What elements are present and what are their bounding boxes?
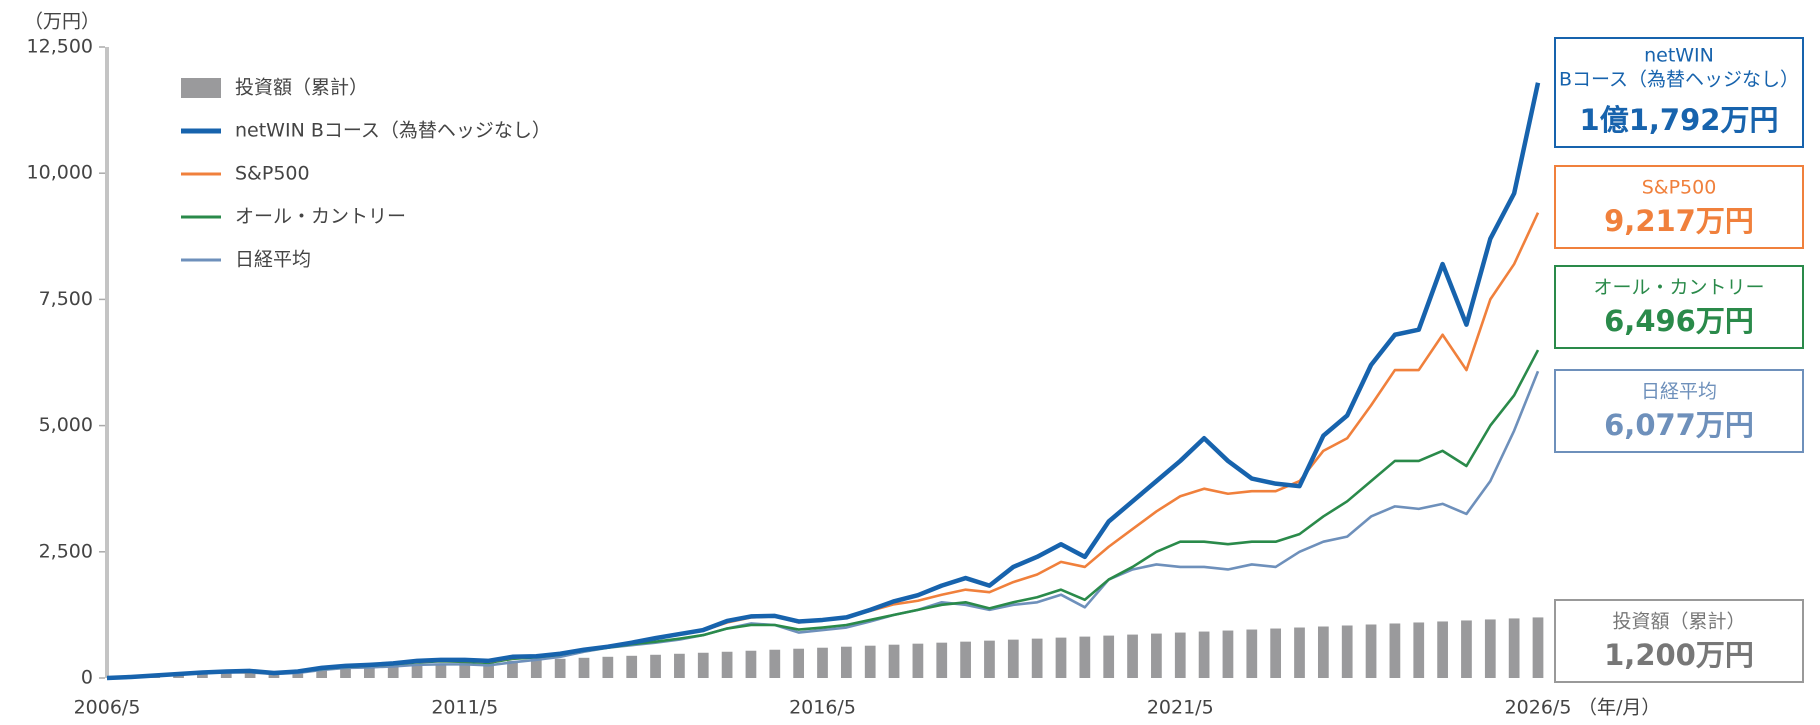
bar xyxy=(1508,618,1520,678)
y-tick-label: 0 xyxy=(81,667,93,689)
bar xyxy=(507,660,518,678)
end-box-value: 9,217万円 xyxy=(1604,204,1754,238)
bar xyxy=(721,651,733,678)
end-box xyxy=(1554,265,1804,349)
bar xyxy=(864,645,876,678)
legend-label: オール・カントリー xyxy=(235,206,406,228)
bar xyxy=(936,642,948,678)
bar xyxy=(1174,632,1186,678)
y-unit: （万円） xyxy=(24,11,100,33)
x-unit: （年/月） xyxy=(1578,697,1660,719)
bar xyxy=(554,658,566,678)
end-box-name: 投資額（累計） xyxy=(1612,611,1745,633)
legend-label: netWIN Bコース（為替ヘッジなし） xyxy=(235,120,551,142)
end-box-value: 6,077万円 xyxy=(1604,408,1754,442)
bar xyxy=(888,644,900,678)
end-box-name: S&P500 xyxy=(1642,177,1717,199)
end-box-value: 6,496万円 xyxy=(1604,304,1754,338)
bar xyxy=(483,661,494,678)
bar xyxy=(1413,622,1425,678)
legend-label: 投資額（累計） xyxy=(235,77,368,99)
y-tick-label: 2,500 xyxy=(39,540,93,562)
bar xyxy=(912,643,924,678)
legend-label: S&P500 xyxy=(235,163,310,185)
bar xyxy=(626,655,638,678)
bar xyxy=(602,656,614,678)
bar xyxy=(674,653,685,678)
end-box xyxy=(1554,165,1804,249)
line xyxy=(106,82,1541,681)
bar xyxy=(340,667,351,678)
legend-swatch xyxy=(181,78,221,98)
end-box-name: オール・カントリー xyxy=(1593,277,1764,299)
bar xyxy=(173,674,184,678)
end-box xyxy=(1554,37,1804,148)
bar xyxy=(697,652,709,678)
bar xyxy=(1222,630,1234,678)
bar xyxy=(1365,624,1377,678)
bar xyxy=(1031,638,1043,678)
bar xyxy=(578,657,590,678)
x-tick-label: 2006/5 xyxy=(74,697,141,719)
bar xyxy=(197,673,208,678)
bar xyxy=(984,640,995,678)
bar xyxy=(817,647,828,678)
line xyxy=(106,212,1540,680)
bar xyxy=(316,668,328,678)
y-tick-label: 7,500 xyxy=(39,288,93,310)
bar xyxy=(960,641,971,678)
bar xyxy=(1055,637,1067,678)
end-box xyxy=(1554,369,1804,453)
bar xyxy=(1103,635,1115,678)
x-tick-label: 2016/5 xyxy=(789,697,856,719)
legend-label: 日経平均 xyxy=(235,249,311,271)
x-tick-label: 2021/5 xyxy=(1147,697,1214,719)
end-box-value: 1,200万円 xyxy=(1604,638,1754,672)
bar xyxy=(1294,627,1305,678)
bar xyxy=(220,672,232,678)
x-tick-label: 2011/5 xyxy=(431,697,498,719)
y-tick-label: 10,000 xyxy=(27,162,93,184)
bar xyxy=(1079,636,1091,678)
bar xyxy=(745,650,757,678)
bar xyxy=(1389,623,1401,678)
end-box-value: 1億1,792万円 xyxy=(1580,103,1779,137)
y-tick-label: 12,500 xyxy=(27,36,93,58)
bar xyxy=(244,671,256,678)
bar xyxy=(1007,639,1019,678)
bar xyxy=(840,646,852,678)
bar xyxy=(387,665,399,678)
end-box xyxy=(1554,599,1804,683)
bar xyxy=(1246,629,1258,678)
bar xyxy=(1341,625,1353,678)
bar xyxy=(530,659,542,678)
bar xyxy=(459,662,471,678)
bar xyxy=(1317,626,1329,678)
bar xyxy=(1270,628,1282,678)
bar xyxy=(769,649,781,678)
bar xyxy=(793,648,805,678)
bar xyxy=(363,666,375,678)
bar xyxy=(1127,634,1138,678)
bar xyxy=(1461,620,1472,678)
end-box-name: 日経平均 xyxy=(1641,381,1717,403)
bar xyxy=(411,664,423,678)
bar xyxy=(1532,617,1544,678)
bar xyxy=(1198,631,1210,678)
bar xyxy=(435,663,447,678)
end-box-name: netWIN xyxy=(1644,45,1714,67)
bar xyxy=(1484,619,1496,678)
bar xyxy=(1437,621,1448,678)
y-tick-label: 5,000 xyxy=(39,414,93,436)
bar xyxy=(1151,633,1162,678)
x-tick-label: 2026/5 xyxy=(1505,697,1572,719)
end-box-name: Bコース（為替ヘッジなし） xyxy=(1559,69,1799,91)
bar xyxy=(650,654,661,678)
